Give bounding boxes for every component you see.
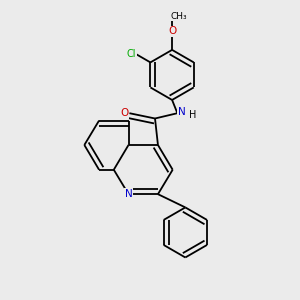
- Text: N: N: [178, 107, 186, 117]
- Text: Cl: Cl: [127, 49, 136, 58]
- Text: O: O: [168, 26, 176, 36]
- Text: CH₃: CH₃: [170, 11, 187, 20]
- Text: O: O: [120, 108, 128, 118]
- Text: N: N: [124, 189, 132, 199]
- Text: H: H: [189, 110, 196, 120]
